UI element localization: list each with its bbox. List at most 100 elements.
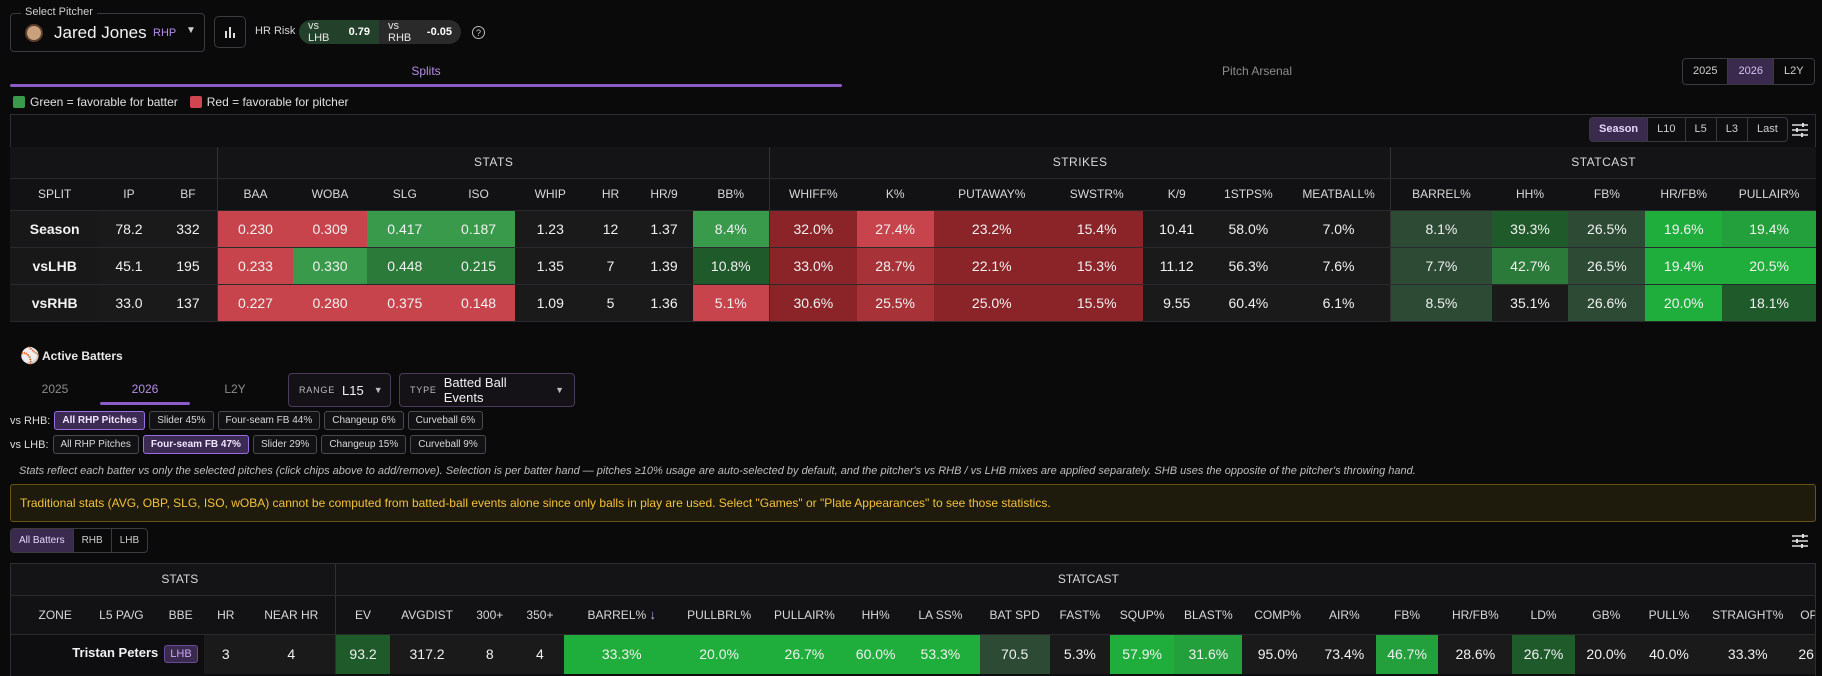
sliders-icon[interactable]	[1792, 534, 1808, 548]
vs-rhb-chips: vs RHB: All RHP Pitches Slider 45% Four-…	[10, 411, 487, 430]
cell: 26.5%	[1568, 210, 1646, 248]
batters-tab-l2y[interactable]: L2Y	[224, 382, 246, 396]
help-icon[interactable]: ?	[472, 26, 485, 39]
cell: 20.0%	[1574, 634, 1638, 674]
col-pullbrl[interactable]: PULLBRL%	[679, 595, 759, 635]
col-350[interactable]: 350+	[515, 595, 565, 635]
chip-changeup[interactable]: Changeup 15%	[321, 435, 407, 454]
col-l5-pa-g[interactable]: L5 PA/G	[85, 595, 158, 635]
cell: 8.1%	[1390, 210, 1492, 248]
filter-lhb[interactable]: LHB	[119, 535, 140, 546]
tab-pitch-arsenal[interactable]: Pitch Arsenal	[1221, 64, 1293, 78]
col-barrel[interactable]: BARREL%	[1390, 178, 1492, 211]
chip-changeup[interactable]: Changeup 6%	[324, 411, 404, 430]
col-baa[interactable]: BAA	[217, 178, 293, 211]
type-dropdown-value: Batted Ball Events	[443, 375, 507, 405]
col-fb[interactable]: FB%	[1375, 595, 1439, 635]
chip-curveball[interactable]: Curveball 9%	[410, 435, 486, 454]
col-squp[interactable]: SQUP%	[1110, 595, 1175, 635]
tab-splits[interactable]: Splits	[411, 64, 441, 78]
col-gb[interactable]: GB%	[1574, 595, 1638, 635]
cell: 7	[585, 247, 636, 285]
col-woba[interactable]: WOBA	[292, 178, 368, 211]
col-fb[interactable]: FB%	[1568, 178, 1646, 211]
chart-toggle-button[interactable]	[214, 16, 246, 48]
filter-rhb[interactable]: RHB	[74, 529, 112, 552]
year-2025[interactable]: 2025	[1683, 59, 1729, 84]
range-l3[interactable]: L3	[1717, 118, 1748, 141]
col-pullair[interactable]: PULLAIR%	[1722, 178, 1816, 211]
col-meatball[interactable]: MEATBALL%	[1286, 178, 1391, 211]
col-300[interactable]: 300+	[463, 595, 516, 635]
col-fast[interactable]: FAST%	[1049, 595, 1110, 635]
col-bf[interactable]: BF	[158, 178, 218, 211]
year-2026[interactable]: 2026	[1728, 59, 1774, 84]
col-straight[interactable]: STRAIGHT%	[1700, 595, 1796, 635]
cell: 15.5%	[1049, 284, 1144, 322]
table-row[interactable]: Tristan Peters LHB 3 4 93.2 317.2 8 4 33.…	[11, 634, 1815, 674]
col-slg[interactable]: SLG	[367, 178, 443, 211]
pitcher-select[interactable]: Select Pitcher Jared Jones RHP ▼	[10, 6, 205, 52]
col-bat-spd[interactable]: BAT SPD	[979, 595, 1050, 635]
col-hr[interactable]: HR	[585, 178, 636, 211]
col-k9[interactable]: K/9	[1143, 178, 1210, 211]
batters-tab-2026[interactable]: 2026	[131, 382, 159, 396]
warning-banner: Traditional stats (AVG, OBP, SLG, ISO, w…	[10, 484, 1816, 522]
col-barrel[interactable]: BARREL% ↓	[564, 595, 680, 635]
col-comp[interactable]: COMP%	[1242, 595, 1313, 635]
range-l10[interactable]: L10	[1648, 118, 1686, 141]
col-hr-fb[interactable]: HR/FB%	[1645, 178, 1723, 211]
range-season[interactable]: Season	[1590, 118, 1649, 141]
col-whip[interactable]: WHIP	[514, 178, 586, 211]
col-blast[interactable]: BLAST%	[1174, 595, 1243, 635]
col-1stps[interactable]: 1STPS%	[1209, 178, 1287, 211]
cell: 26.7%	[1512, 634, 1575, 674]
col-air[interactable]: AIR%	[1312, 595, 1376, 635]
sliders-icon[interactable]	[1792, 123, 1808, 137]
type-dropdown[interactable]: TYPE Batted Ball Events ▼	[399, 373, 575, 407]
col-avgdist[interactable]: AVGDIST	[390, 595, 464, 635]
col-bb-pct[interactable]: BB%	[692, 178, 770, 211]
chip-curveball[interactable]: Curveball 6%	[407, 411, 484, 430]
batter-name[interactable]: Tristan Peters LHB	[25, 634, 204, 674]
col-swstr[interactable]: SWSTR%	[1049, 178, 1144, 211]
col-hr-fb[interactable]: HR/FB%	[1438, 595, 1513, 635]
col-pullair[interactable]: PULLAIR%	[758, 595, 851, 635]
chip-four-seam[interactable]: Four-seam FB 44%	[217, 411, 321, 430]
range-l5[interactable]: L5	[1686, 118, 1717, 141]
col-ld[interactable]: LD%	[1512, 595, 1575, 635]
col-near-hr[interactable]: NEAR HR	[247, 595, 336, 635]
col-ip[interactable]: IP	[99, 178, 159, 211]
col-bbe[interactable]: BBE	[157, 595, 204, 635]
col-zone[interactable]: ZONE	[25, 595, 86, 635]
cell: 60.0%	[850, 634, 902, 674]
col-whiff[interactable]: WHIFF%	[768, 178, 857, 211]
chip-all-rhp[interactable]: All RHP Pitches	[52, 435, 139, 454]
col-k-pct[interactable]: K%	[856, 178, 934, 211]
col-pull[interactable]: PULL%	[1637, 595, 1701, 635]
col-hh[interactable]: HH%	[1491, 178, 1569, 211]
filter-all-batters[interactable]: All Batters	[11, 529, 74, 552]
cell: 0.233	[217, 247, 293, 285]
batters-tab-2025[interactable]: 2025	[41, 382, 69, 396]
cell: 20.0%	[679, 634, 759, 674]
col-iso[interactable]: ISO	[442, 178, 515, 211]
col-ev[interactable]: EV	[334, 595, 391, 635]
col-hh[interactable]: HH%	[850, 595, 902, 635]
range-dropdown[interactable]: RANGE L15 ▼	[288, 373, 391, 407]
year-l2y[interactable]: L2Y	[1783, 65, 1804, 77]
col-putaway[interactable]: PUTAWAY%	[933, 178, 1050, 211]
chip-slider[interactable]: Slider 29%	[252, 435, 318, 454]
range-last[interactable]: Last	[1757, 123, 1778, 135]
col-la-ss[interactable]: LA SS%	[901, 595, 980, 635]
col-hr9[interactable]: HR/9	[635, 178, 693, 211]
col-opp[interactable]: OPP%	[1795, 595, 1815, 635]
cell: 332	[158, 210, 218, 248]
col-split[interactable]: SPLIT	[10, 178, 100, 211]
chip-slider[interactable]: Slider 45%	[149, 411, 214, 430]
chip-four-seam[interactable]: Four-seam FB 47%	[142, 435, 249, 454]
chip-all-rhp[interactable]: All RHP Pitches	[54, 411, 146, 430]
cell: 33.0	[99, 284, 159, 322]
cell: 78.2	[99, 210, 159, 248]
col-hr[interactable]: HR	[203, 595, 248, 635]
